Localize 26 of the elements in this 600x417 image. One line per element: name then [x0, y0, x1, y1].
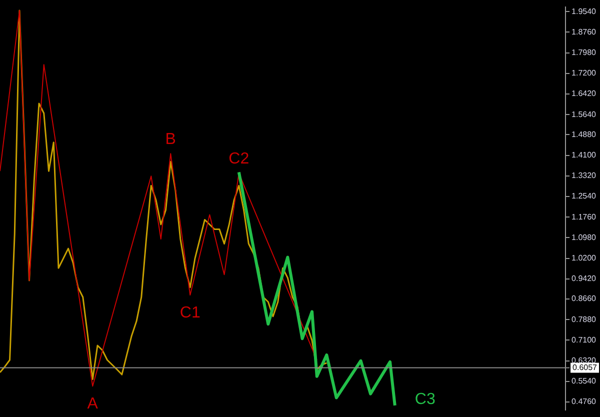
data-label: B	[165, 131, 176, 148]
y-tick-label: 0.9420	[572, 274, 597, 284]
y-tick-label: 1.5640	[572, 110, 597, 119]
y-tick-label: 0.7100	[572, 335, 597, 344]
y-tick-label: 0.4760	[572, 397, 597, 406]
y-tick-label: 1.0980	[572, 232, 597, 242]
data-label: C3	[414, 390, 436, 408]
y-tick-label: 1.4880	[572, 130, 597, 139]
y-tick-label: 1.7200	[572, 68, 597, 78]
y-tick-label: 0.8660	[572, 294, 597, 304]
data-label: C1	[180, 304, 200, 322]
y-tick-label: 1.8760	[572, 27, 597, 36]
y-tick-label: 1.2540	[572, 192, 597, 201]
data-label: A	[87, 396, 98, 413]
y-tick-label: 1.6420	[572, 89, 597, 98]
y-tick-label: 0.7880	[572, 314, 597, 324]
data-label: C2	[228, 150, 250, 168]
y-tick-label: 0.6320	[572, 356, 597, 365]
y-tick-label: 1.4100	[572, 150, 597, 160]
y-tick-label: 1.7980	[572, 48, 597, 57]
ref-line-label: 0.6057	[572, 362, 598, 372]
y-tick-label: 1.1760	[572, 212, 597, 222]
y-tick-label: 1.9540	[572, 6, 597, 16]
y-tick-label: 1.3320	[572, 171, 597, 180]
y-tick-label: 1.0200	[572, 254, 597, 262]
y-tick-label: 0.5540	[572, 376, 597, 386]
